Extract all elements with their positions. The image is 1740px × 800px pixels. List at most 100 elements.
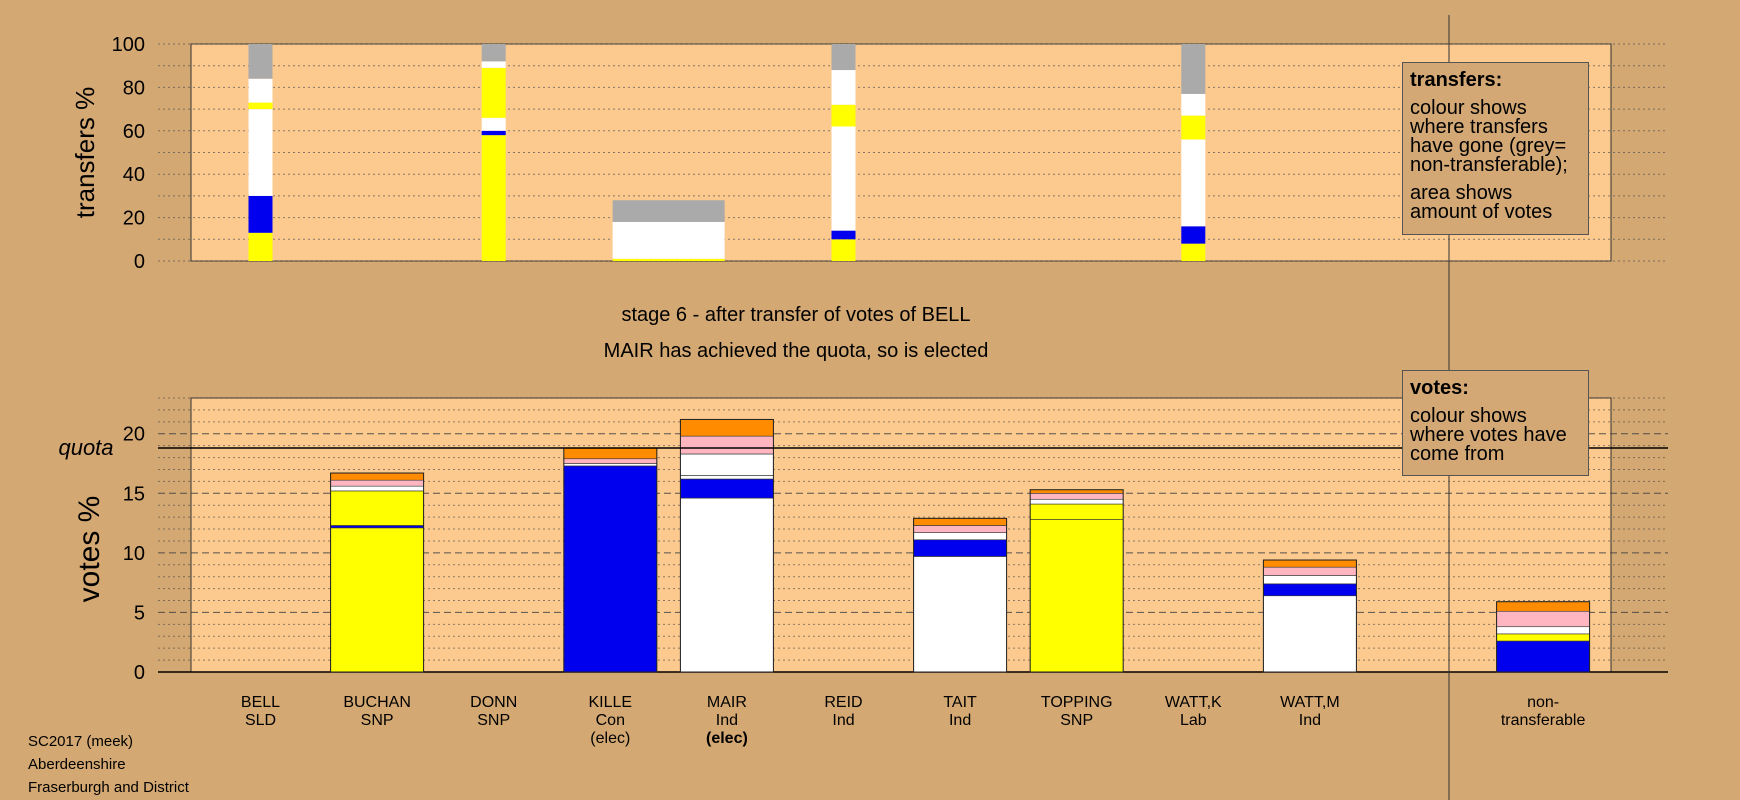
votes-y-axis-label: votes % (73, 496, 106, 603)
transfer-bar-segment (831, 104, 856, 127)
transfers-legend-line2: area shows amount of votes (1410, 182, 1553, 223)
vote-bar-segment (330, 479, 424, 487)
vote-bar-segment (1496, 626, 1590, 635)
transfers-y-tick-label: 60 (123, 121, 145, 143)
vote-bar-segment (1029, 519, 1124, 673)
vote-bar-segment (563, 465, 658, 673)
stage-title: stage 6 - after transfer of votes of BEL… (621, 304, 970, 326)
vote-bar-segment (680, 475, 774, 480)
vote-bar-segment (1029, 498, 1124, 505)
candidate-name-label: REID (824, 694, 862, 711)
transfer-bar-segment (1181, 44, 1206, 94)
candidate-elected-label: (elec) (706, 730, 748, 747)
vote-bar-segment (680, 453, 774, 476)
transfers-y-tick-label: 0 (134, 251, 145, 273)
transfer-bar-segment (481, 61, 506, 68)
transfer-bar-segment (248, 102, 273, 110)
candidate-party-label: SNP (477, 712, 510, 729)
transfer-bar-segment (481, 135, 506, 261)
transfers-y-tick-label: 100 (112, 34, 145, 56)
votes-y-tick-label: 0 (134, 662, 145, 684)
stage-subtitle: MAIR has achieved the quota, so is elect… (604, 340, 989, 362)
transfer-bar-segment (831, 230, 856, 240)
transfer-bar-segment (831, 70, 856, 105)
votes-y-tick-label: 5 (134, 602, 145, 624)
candidate-party-label: SNP (1060, 712, 1093, 729)
vote-bar-segment (680, 478, 774, 499)
votes-plot-area (190, 397, 1612, 673)
candidate-party-label: Ind (832, 712, 854, 729)
footer-line2: Aberdeenshire (28, 756, 126, 773)
vote-bar-segment (1263, 566, 1357, 576)
candidate-name-label: TAIT (943, 694, 977, 711)
candidate-name-label: BUCHAN (343, 694, 411, 711)
transfer-bar-segment (1181, 226, 1206, 244)
candidate-party-label: Ind (1299, 712, 1321, 729)
footer-line3: Fraserburgh and District (28, 779, 189, 796)
vote-bar-segment (913, 518, 1007, 526)
vote-bar-segment (563, 447, 658, 460)
candidate-party-label: Lab (1180, 712, 1207, 729)
vote-bar-segment (330, 525, 424, 529)
candidate-party-label: transferable (1501, 712, 1586, 729)
transfer-bar-segment (831, 239, 856, 261)
candidate-name-label: DONN (470, 694, 517, 711)
vote-bar-segment (563, 458, 658, 464)
transfer-bar-segment (248, 232, 273, 261)
vote-bar-segment (330, 527, 424, 673)
votes-legend: votes: colour shows where votes have com… (1402, 370, 1589, 476)
vote-bar-segment (1029, 489, 1124, 494)
vote-bar-segment (680, 435, 774, 455)
transfer-bar-segment (612, 200, 725, 222)
vote-bar-segment (1496, 601, 1590, 612)
footer-line1: SC2017 (meek) (28, 733, 134, 750)
vote-bar-segment (1263, 559, 1357, 568)
vote-bar-segment (1263, 575, 1357, 585)
vote-bar-segment (330, 472, 424, 481)
vote-bar-segment (680, 497, 774, 673)
candidate-party-label: Ind (949, 712, 971, 729)
candidate-name-label: WATT,K (1165, 694, 1222, 711)
candidate-elected-label: (elec) (590, 730, 630, 747)
transfers-y-tick-label: 40 (123, 164, 145, 186)
transfers-legend: transfers: colour shows where transfers … (1402, 62, 1589, 235)
transfers-legend-heading: transfers: (1410, 69, 1503, 91)
vote-bar-outline (1262, 559, 1357, 673)
transfer-bar-segment (831, 44, 856, 71)
votes-y-tick-label: 10 (123, 543, 145, 565)
candidate-name-label: TOPPING (1041, 694, 1113, 711)
candidate-party-label: Con (596, 712, 625, 729)
votes-y-tick-label: 20 (123, 424, 145, 446)
vote-bar-segment (1263, 595, 1357, 673)
vote-bar-segment (563, 463, 658, 467)
vote-bar-outline (1496, 601, 1591, 673)
transfer-bar-segment (481, 67, 506, 118)
candidate-name-label: MAIR (707, 694, 747, 711)
candidate-name-label: BELL (241, 694, 280, 711)
transfer-bar-segment (1181, 139, 1206, 227)
vote-bar-segment (330, 485, 424, 492)
vote-bar-outline (330, 472, 425, 673)
vote-bar-segment (330, 490, 424, 526)
vote-bar-outline (679, 418, 774, 673)
transfer-bar-segment (248, 44, 273, 79)
vote-bar-segment (1029, 503, 1124, 520)
transfer-bar-segment (831, 126, 856, 231)
vote-bar-segment (913, 556, 1007, 673)
votes-legend-line1: colour shows where votes have come from (1410, 405, 1567, 465)
transfers-y-axis-label: transfers % (70, 87, 100, 219)
transfers-y-tick-label: 80 (123, 77, 145, 99)
candidate-party-label: Ind (716, 712, 738, 729)
transfer-bar-segment (248, 195, 273, 233)
transfers-y-tick-label: 20 (123, 208, 145, 230)
transfer-bar-segment (248, 109, 273, 196)
candidate-name-label: KILLE (589, 694, 633, 711)
vote-bar-segment (1496, 610, 1590, 628)
candidate-name-label: WATT,M (1280, 694, 1340, 711)
transfers-legend-line1: colour shows where transfers have gone (… (1410, 97, 1568, 176)
votes-y-tick-label: 15 (123, 483, 145, 505)
candidate-name-label: non- (1527, 694, 1559, 711)
votes-legend-heading: votes: (1410, 377, 1469, 399)
vote-bar-segment (1263, 583, 1357, 597)
